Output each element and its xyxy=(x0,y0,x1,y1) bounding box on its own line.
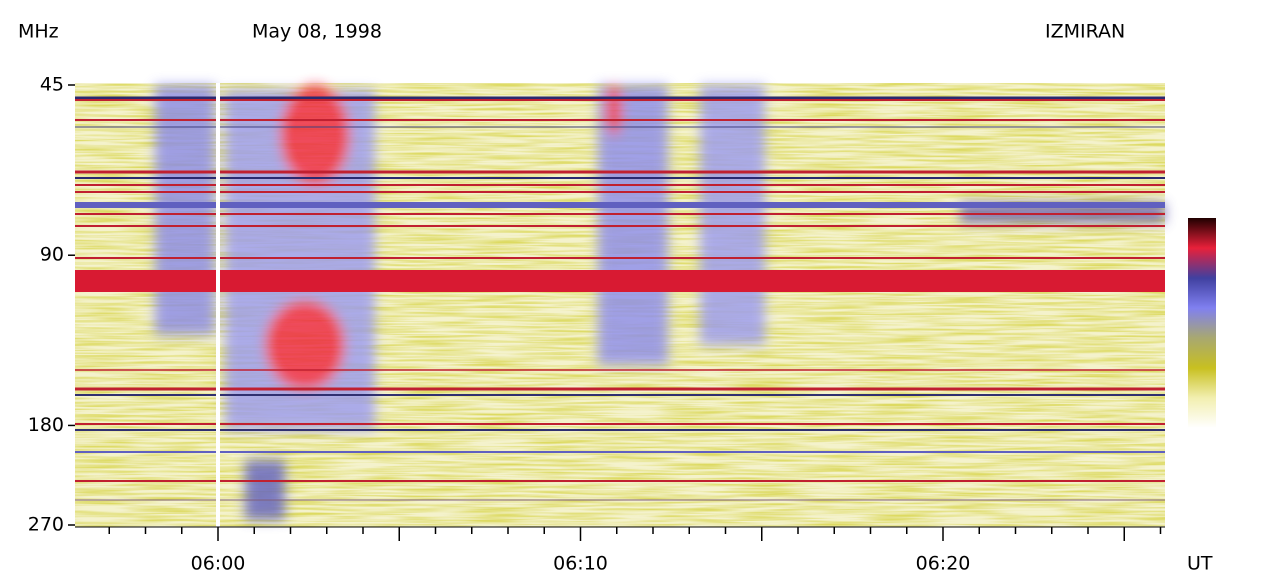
x-tick-label: 06:10 xyxy=(553,553,608,575)
source-label: IZMIRAN xyxy=(1045,21,1125,43)
y-tick-label: 270 xyxy=(28,514,64,536)
y-tick-label: 90 xyxy=(40,244,64,266)
spectrogram xyxy=(75,83,1165,527)
y-tick-label: 180 xyxy=(28,414,64,436)
x-tick-label: 06:00 xyxy=(191,553,246,575)
interference-lines xyxy=(75,96,1165,501)
data-gap xyxy=(216,83,220,527)
interference-band xyxy=(75,270,1165,292)
colorbar xyxy=(1188,218,1216,428)
y-axis-label: MHz xyxy=(18,21,59,43)
burst xyxy=(280,85,350,185)
y-tick-label: 45 xyxy=(40,74,64,96)
burst xyxy=(265,300,345,390)
x-tick-label: 06:20 xyxy=(916,553,971,575)
x-axis-label: UT xyxy=(1187,553,1213,575)
chart-title: May 08, 1998 xyxy=(252,21,382,43)
burst xyxy=(245,460,285,520)
burst xyxy=(155,85,215,335)
